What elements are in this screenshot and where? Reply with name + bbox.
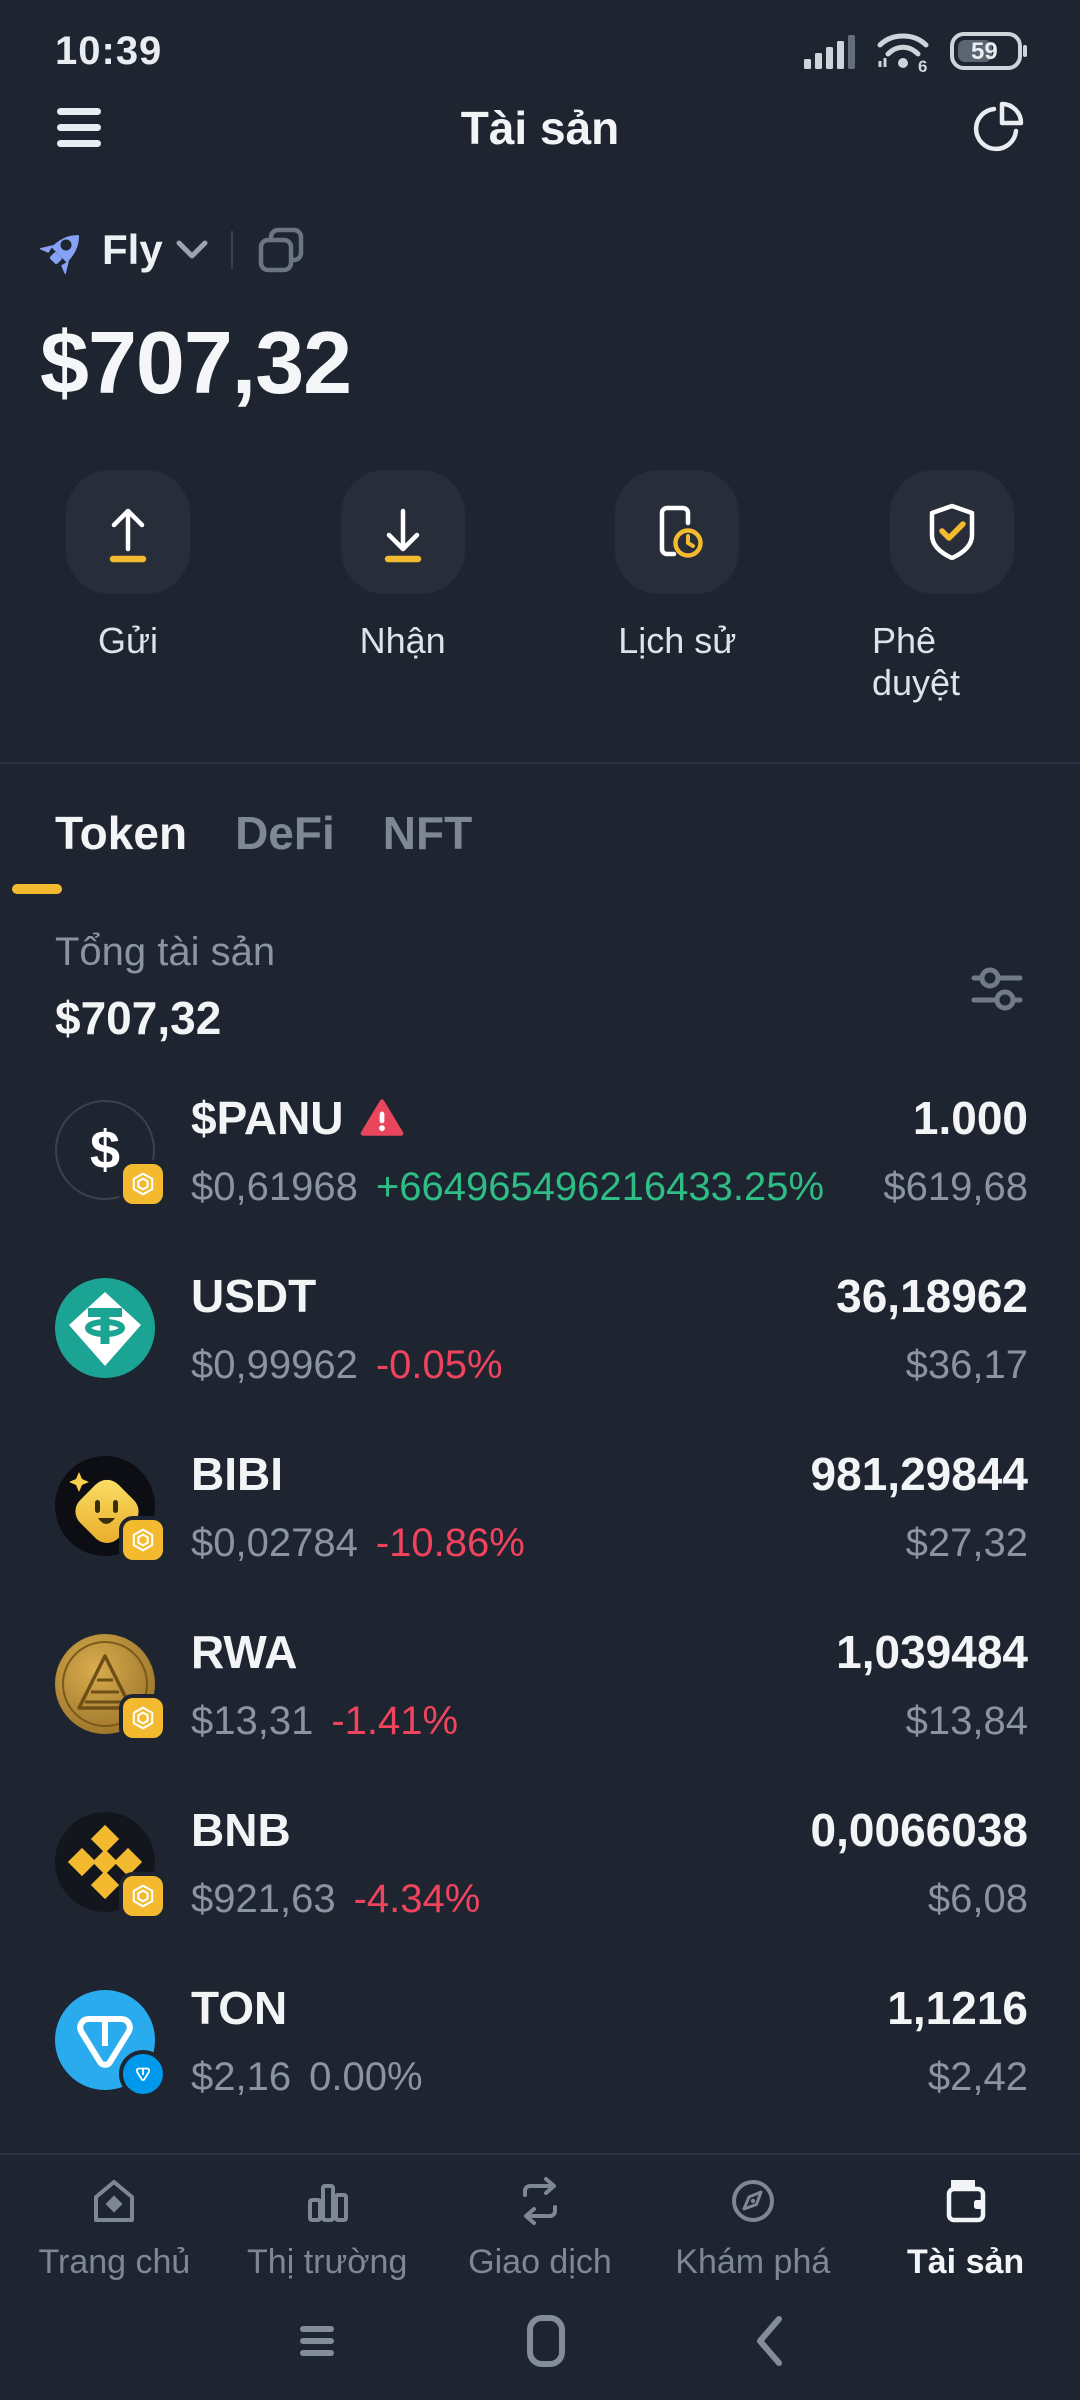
nav-assets[interactable]: Tài sản <box>859 2173 1072 2282</box>
token-row-panu[interactable]: $ $PANU $0,61968 +664965496216433.25% <box>55 1061 1028 1239</box>
android-navigation-bar <box>0 2282 1080 2400</box>
token-symbol: RWA <box>191 1625 298 1678</box>
token-amount: 1.000 <box>912 1091 1028 1144</box>
token-amount: 0,0066038 <box>810 1803 1028 1856</box>
receive-button[interactable]: Nhận <box>323 470 483 704</box>
token-change: -1.41% <box>331 1698 459 1743</box>
ton-chain-badge <box>119 2050 167 2098</box>
wifi-icon: 6 <box>877 33 929 73</box>
trade-swap-icon <box>522 2177 557 2225</box>
panu-token-icon: $ <box>55 1100 155 1200</box>
token-price: $0,61968 <box>191 1164 358 1209</box>
explore-compass-icon <box>731 2180 774 2222</box>
token-symbol: BIBI <box>191 1447 283 1500</box>
bnb-chain-badge <box>119 1516 167 1564</box>
token-fiat-value: $36,17 <box>905 1342 1028 1387</box>
tab-token[interactable]: Token <box>55 807 188 859</box>
chevron-down-icon[interactable] <box>175 239 209 261</box>
send-button[interactable]: Gửi <box>48 470 208 704</box>
action-row: Gửi Nhận Lịch sử <box>0 414 1080 704</box>
home-button-icon[interactable] <box>526 2314 566 2368</box>
total-balance: $707,32 <box>40 313 352 412</box>
token-price: $0,02784 <box>191 1520 358 1565</box>
token-price: $921,63 <box>191 1876 336 1921</box>
token-row-ton[interactable]: TON $2,16 0.00% 1,1216 $2,42 <box>55 1951 1028 2129</box>
token-fiat-value: $27,32 <box>905 1520 1028 1565</box>
menu-icon[interactable] <box>55 106 107 150</box>
market-icon <box>308 2184 349 2222</box>
token-list: $ $PANU $0,61968 +664965496216433.25% <box>0 1045 1080 2129</box>
clock: 10:39 <box>55 28 163 73</box>
token-symbol: $PANU <box>191 1091 344 1144</box>
nav-explore[interactable]: Khám phá <box>646 2173 859 2282</box>
page-title: Tài sản <box>460 102 620 154</box>
history-button[interactable]: Lịch sử <box>597 470 757 704</box>
token-change: -10.86% <box>375 1520 525 1565</box>
total-assets-value: $707,32 <box>55 992 222 1044</box>
tab-nft[interactable]: NFT <box>382 807 473 859</box>
assets-wallet-icon <box>946 2180 985 2223</box>
rocket-icon <box>40 235 79 274</box>
bottom-navigation: Trang chủ Thị trường Giao dịch Khám ph <box>0 2153 1080 2282</box>
back-button-icon[interactable] <box>754 2315 784 2367</box>
total-assets-summary: Tổng tài sản $707,32 <box>0 894 1080 1045</box>
token-change: +664965496216433.25% <box>375 1164 825 1209</box>
token-amount: 1,039484 <box>836 1625 1028 1678</box>
token-row-bnb[interactable]: BNB $921,63 -4.34% 0,0066038 $6,08 <box>55 1773 1028 1951</box>
section-divider <box>0 762 1080 764</box>
token-change: 0.00% <box>309 2054 423 2099</box>
nav-trade[interactable]: Giao dịch <box>434 2173 647 2282</box>
token-row-usdt[interactable]: USDT $0,99962 -0.05% 36,18962 $36,17 <box>55 1239 1028 1417</box>
bnb-chain-badge <box>119 1160 167 1208</box>
token-row-rwa[interactable]: RWA $13,31 -1.41% 1,039484 $13,84 <box>55 1595 1028 1773</box>
tab-defi[interactable]: DeFi <box>235 807 335 859</box>
battery-icon: 59 <box>950 32 1027 70</box>
token-amount: 1,1216 <box>887 1981 1028 2034</box>
portfolio-pie-icon[interactable] <box>969 100 1025 156</box>
usdt-token-icon <box>55 1278 155 1378</box>
approve-icon <box>929 503 975 561</box>
total-assets-label: Tổng tài sản <box>55 930 276 974</box>
token-amount: 981,29844 <box>810 1447 1028 1500</box>
receive-icon <box>384 508 421 563</box>
token-fiat-value: $6,08 <box>927 1876 1028 1921</box>
app-header: Tài sản <box>0 84 1080 172</box>
token-change: -0.05% <box>375 1342 503 1387</box>
nav-market[interactable]: Thị trường <box>221 2173 434 2282</box>
token-price: $13,31 <box>191 1698 314 1743</box>
token-fiat-value: $619,68 <box>883 1164 1028 1209</box>
home-icon <box>94 2180 135 2222</box>
asset-tabs: Token DeFi NFT <box>0 764 1080 860</box>
status-bar: 10:39 6 59 <box>0 0 1080 84</box>
nav-home[interactable]: Trang chủ <box>8 2173 221 2282</box>
bnb-chain-badge <box>119 1694 167 1742</box>
token-symbol: USDT <box>191 1269 317 1322</box>
copy-address-icon[interactable] <box>255 224 307 276</box>
filter-sliders-icon[interactable] <box>966 957 1028 1019</box>
token-fiat-value: $13,84 <box>905 1698 1028 1743</box>
wallet-name[interactable]: Fly <box>102 226 163 273</box>
token-row-bibi[interactable]: BIBI $0,02784 -10.86% 981,29844 $27,32 <box>55 1417 1028 1595</box>
token-symbol: BNB <box>191 1803 291 1856</box>
signal-icon <box>804 35 855 69</box>
token-fiat-value: $2,42 <box>927 2054 1028 2099</box>
token-price: $2,16 <box>191 2054 292 2099</box>
token-price: $0,99962 <box>191 1342 358 1387</box>
token-amount: 36,18962 <box>836 1269 1028 1322</box>
svg-text:6: 6 <box>918 57 927 73</box>
divider <box>230 231 233 269</box>
token-change: -4.34% <box>353 1876 481 1921</box>
wallet-section: Fly $707,32 <box>0 172 1080 414</box>
history-icon <box>660 505 704 558</box>
active-tab-indicator <box>12 884 62 894</box>
risk-warning-icon <box>360 1098 403 1136</box>
svg-text:59: 59 <box>971 38 998 65</box>
recent-apps-icon[interactable] <box>296 2320 338 2362</box>
bnb-chain-badge <box>119 1872 167 1920</box>
send-icon <box>109 508 147 563</box>
approve-button[interactable]: Phê duyệt <box>872 470 1032 704</box>
token-symbol: TON <box>191 1981 288 2034</box>
